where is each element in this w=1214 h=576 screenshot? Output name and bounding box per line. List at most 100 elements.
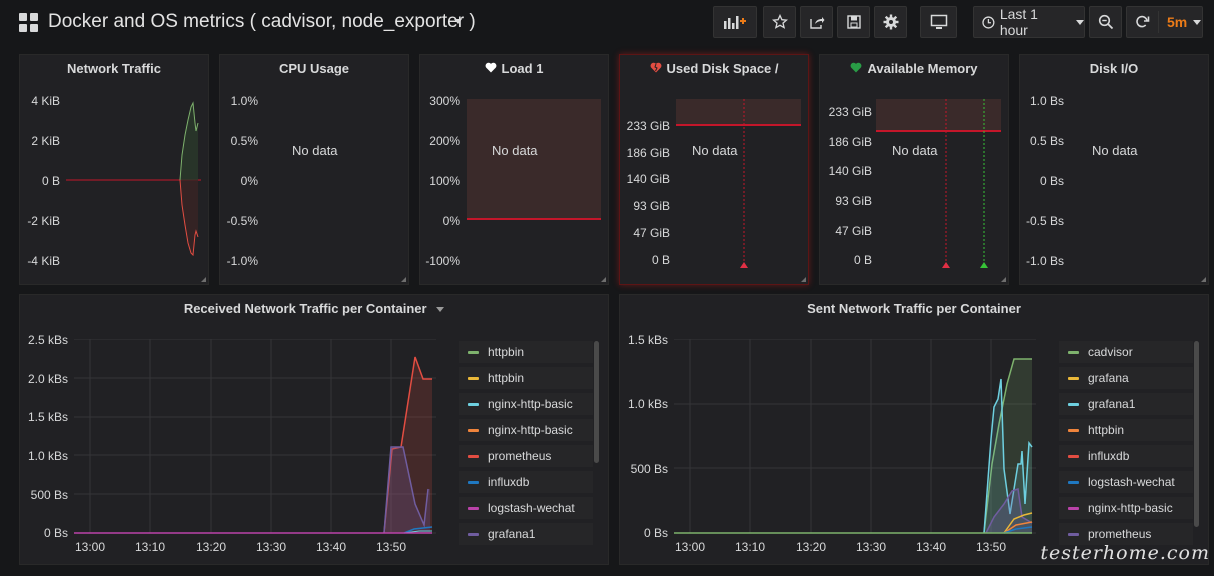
star-dashboard-button[interactable] <box>763 6 796 38</box>
series-swatch <box>468 428 479 432</box>
add-panel-icon <box>724 16 746 29</box>
panel-received-network-traffic: Received Network Traffic per Container 2… <box>19 294 609 565</box>
legend-item[interactable]: grafana1 <box>1059 393 1193 415</box>
no-data-message: No data <box>892 143 938 158</box>
series-swatch <box>468 532 479 536</box>
panel-resize-handle[interactable] <box>201 277 206 282</box>
panel-title[interactable]: Used Disk Space / <box>620 61 808 76</box>
y-tick-label: 0.5% <box>230 134 258 148</box>
y-tick-label: 140 GiB <box>626 172 670 186</box>
legend-item[interactable]: cadvisor <box>1059 341 1193 363</box>
legend-label: httpbin <box>488 371 525 385</box>
y-tick-label: 500 Bs <box>30 488 68 502</box>
legend-scrollbar[interactable] <box>1194 341 1199 527</box>
legend-item[interactable]: prometheus <box>1059 523 1193 545</box>
y-tick-label: -0.5 Bs <box>1025 214 1064 228</box>
y-tick-label: 1.5 kBs <box>27 410 68 424</box>
y-tick-label: 200% <box>429 134 460 148</box>
legend-item[interactable]: grafana1 <box>459 523 593 545</box>
used-disk-threshold-graph[interactable] <box>676 99 804 271</box>
panel-title[interactable]: Network Traffic <box>67 61 161 76</box>
panel-menu-caret-icon[interactable] <box>436 307 445 313</box>
panel-sent-network-traffic: Sent Network Traffic per Container 1.5 k… <box>619 294 1209 565</box>
y-tick-label: 1.0 kBs <box>627 397 668 411</box>
top-navbar: Docker and OS metrics ( cadvisor, node_e… <box>0 0 1214 46</box>
legend-item[interactable]: logstash-wechat <box>459 497 593 519</box>
cycle-view-mode-button[interactable] <box>920 6 957 38</box>
y-tick-label: 93 GiB <box>633 199 670 213</box>
panel-title[interactable]: Received Network Traffic per Container <box>20 301 608 316</box>
refresh-interval-label[interactable]: 5m <box>1167 14 1188 30</box>
x-tick-label: 13:20 <box>796 540 827 554</box>
legend-item[interactable]: prometheus <box>459 445 593 467</box>
chevron-down-icon <box>1076 19 1084 25</box>
y-tick-label: 93 GiB <box>835 194 872 208</box>
y-tick-label: 47 GiB <box>633 226 670 240</box>
legend-label: logstash-wechat <box>1088 475 1175 489</box>
x-tick-label: 13:10 <box>135 540 166 554</box>
load1-threshold-graph[interactable] <box>467 99 603 223</box>
panel-resize-handle[interactable] <box>401 277 406 282</box>
add-panel-button[interactable] <box>713 6 757 38</box>
panel-title[interactable]: Sent Network Traffic per Container <box>807 301 1021 316</box>
settings-button[interactable] <box>874 6 907 38</box>
x-tick-label: 13:40 <box>316 540 347 554</box>
y-tick-label: 100% <box>429 174 460 188</box>
y-tick-label: 2 KiB <box>31 134 60 148</box>
dashboard-grid-icon[interactable] <box>19 13 39 33</box>
legend-item[interactable]: httpbin <box>459 367 593 389</box>
star-icon <box>771 14 788 29</box>
legend-item[interactable]: httpbin <box>459 341 593 363</box>
y-tick-label: -0.5% <box>226 214 258 228</box>
sent-traffic-graph[interactable] <box>674 339 1038 535</box>
x-tick-label: 13:50 <box>376 540 407 554</box>
no-data-message: No data <box>292 143 338 158</box>
network-traffic-graph[interactable] <box>66 85 206 275</box>
panel-title[interactable]: Disk I/O <box>1089 61 1139 76</box>
gear-icon <box>883 14 898 30</box>
legend-item[interactable]: grafana <box>1059 367 1193 389</box>
panel-resize-handle[interactable] <box>601 277 606 282</box>
panel-title[interactable]: Load 1 <box>420 61 608 76</box>
panel-network-traffic: Network Traffic 4 KiB 2 KiB 0 B -2 KiB -… <box>19 54 209 285</box>
legend: httpbin httpbin nginx-http-basic nginx-h… <box>459 341 599 555</box>
y-tick-label: 0 Bs <box>1039 174 1064 188</box>
panel-available-memory: Available Memory 233 GiB 186 GiB 140 GiB… <box>819 54 1009 285</box>
legend-item[interactable]: nginx-http-basic <box>459 419 593 441</box>
legend-item[interactable]: nginx-http-basic <box>459 393 593 415</box>
share-dashboard-button[interactable] <box>800 6 833 38</box>
dashboard-title[interactable]: Docker and OS metrics ( cadvisor, node_e… <box>48 11 476 32</box>
series-swatch <box>1068 454 1079 458</box>
panel-resize-handle[interactable] <box>1201 277 1206 282</box>
legend-item[interactable]: logstash-wechat <box>1059 471 1193 493</box>
zoom-out-button[interactable] <box>1089 6 1122 38</box>
available-memory-threshold-graph[interactable] <box>876 99 1004 271</box>
panel-resize-handle[interactable] <box>801 277 806 282</box>
panel-title[interactable]: Available Memory <box>820 61 1008 76</box>
y-tick-label: -1.0% <box>226 254 258 268</box>
broken-heart-icon <box>650 61 662 76</box>
time-picker-button[interactable]: Last 1 hour <box>973 6 1085 38</box>
refresh-button[interactable]: 5m <box>1126 6 1203 38</box>
legend-label: prometheus <box>1088 527 1152 541</box>
legend-item[interactable]: httpbin <box>1059 419 1193 441</box>
legend-item[interactable]: influxdb <box>459 471 593 493</box>
zoom-out-icon <box>1098 14 1113 30</box>
x-tick-label: 13:40 <box>916 540 947 554</box>
share-icon <box>809 17 824 29</box>
legend-scrollbar[interactable] <box>594 341 599 463</box>
monitor-icon <box>930 14 947 29</box>
legend-label: prometheus <box>488 449 552 463</box>
panel-title[interactable]: CPU Usage <box>278 61 350 76</box>
legend-item[interactable]: nginx-http-basic <box>1059 497 1193 519</box>
received-traffic-graph[interactable] <box>74 339 438 535</box>
save-dashboard-button[interactable] <box>837 6 870 38</box>
title-dropdown-caret-icon[interactable] <box>454 19 462 24</box>
panel-title-text: Available Memory <box>867 61 978 76</box>
legend-item[interactable]: influxdb <box>1059 445 1193 467</box>
panel-resize-handle[interactable] <box>1001 277 1006 282</box>
y-tick-label: 0 B <box>853 253 872 267</box>
series-swatch <box>1068 428 1079 432</box>
legend-label: influxdb <box>1088 449 1130 463</box>
y-tick-label: 300% <box>429 94 460 108</box>
